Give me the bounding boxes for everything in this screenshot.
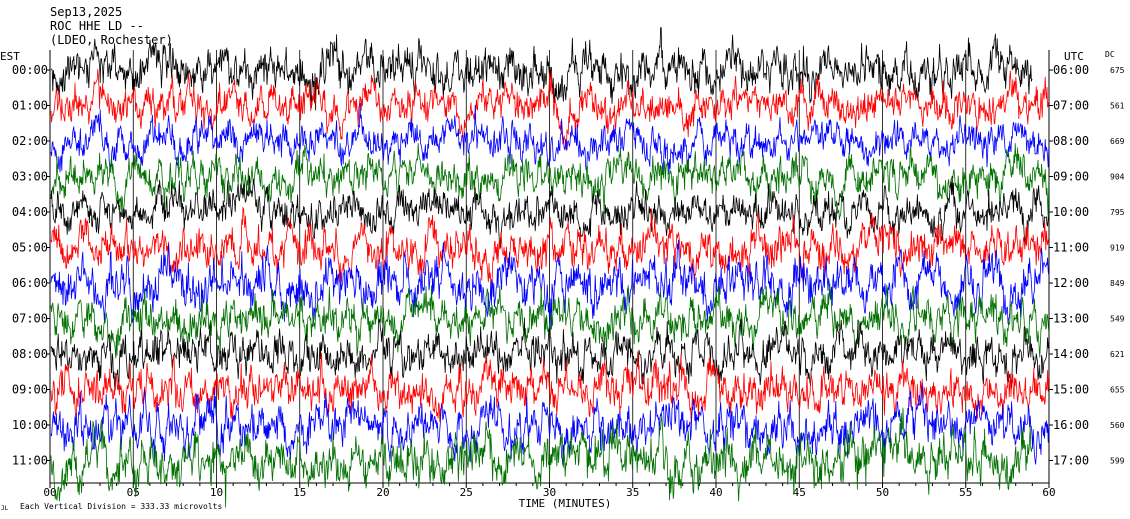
dc-offset-label: 599 [1110,457,1125,466]
x-tick-label: 10 [210,486,223,499]
est-hour-label: 08:00 [12,347,48,361]
x-axis-label: TIME (MINUTES) [518,497,612,510]
x-tick-label: 35 [626,486,639,499]
utc-hour-label: 13:00 [1053,312,1089,326]
x-tick-label: 25 [460,486,473,499]
est-hour-label: 10:00 [12,418,48,432]
dc-offset-label: 849 [1110,279,1125,288]
chart-date: Sep13,2025 [50,5,123,19]
dc-offset-label: 621 [1110,350,1125,359]
dc-offset-label: 669 [1110,137,1125,146]
utc-hour-label: 09:00 [1053,170,1089,184]
dc-offset-label: 655 [1110,386,1125,395]
x-tick-label: 45 [793,486,806,499]
est-hour-label: 06:00 [12,276,48,290]
est-hour-label: 11:00 [12,454,48,468]
dc-offset-label: 904 [1110,173,1125,182]
dc-offset-label: 795 [1110,208,1125,217]
dc-offset-label: 561 [1110,102,1125,111]
corner-mark: JL [1,505,9,512]
x-tick-label: 60 [1042,486,1055,499]
scale-note: Each Vertical Division = 333.33 microvol… [20,502,223,511]
x-tick-label: 05 [127,486,140,499]
chart-network: (LDEO, Rochester) [50,33,173,47]
est-hour-label: 01:00 [12,99,48,113]
trace-hour-0800 [50,317,1050,391]
x-tick-label: 00 [43,486,56,499]
est-hour-label: 07:00 [12,312,48,326]
utc-hour-label: 06:00 [1053,63,1089,77]
x-tick-label: 40 [709,486,722,499]
est-hour-label: 04:00 [12,205,48,219]
est-hour-label: 02:00 [12,134,48,148]
trace-hour-0300 [50,143,1050,220]
utc-hour-label: 07:00 [1053,99,1089,113]
utc-hour-label: 16:00 [1053,418,1089,432]
dc-offset-label: 919 [1110,244,1125,253]
utc-hour-label: 12:00 [1053,276,1089,290]
trace-hour-0100 [50,69,1050,151]
utc-hour-label: 17:00 [1053,454,1089,468]
dc-column-title: DC [1105,50,1115,59]
x-tick-label: 55 [959,486,972,499]
utc-axis-title: UTC [1064,50,1084,63]
utc-hour-label: 11:00 [1053,241,1089,255]
x-tick-label: 30 [543,486,556,499]
utc-hour-label: 14:00 [1053,347,1089,361]
utc-hour-label: 15:00 [1053,383,1089,397]
est-hour-label: 00:00 [12,63,48,77]
est-hour-label: 05:00 [12,241,48,255]
x-tick-label: 20 [376,486,389,499]
utc-hour-label: 08:00 [1053,134,1089,148]
dc-offset-label: 549 [1110,315,1125,324]
trace-hour-0900 [50,351,1050,424]
utc-hour-label: 10:00 [1053,205,1089,219]
trace-hour-0600 [50,239,1050,330]
chart-station: ROC HHE LD -- [50,19,144,33]
trace-hour-1100 [50,407,1033,508]
trace-hour-0500 [50,206,1050,289]
trace-hour-0000 [50,27,1033,111]
dc-offset-label: 675 [1110,66,1125,75]
trace-hour-0200 [50,103,1050,175]
x-tick-label: 15 [293,486,306,499]
dc-offset-label: 560 [1110,421,1125,430]
est-axis-title: EST [0,50,20,63]
trace-hour-0400 [50,175,1050,249]
est-hour-label: 03:00 [12,170,48,184]
est-hour-label: 09:00 [12,383,48,397]
x-tick-label: 50 [876,486,889,499]
